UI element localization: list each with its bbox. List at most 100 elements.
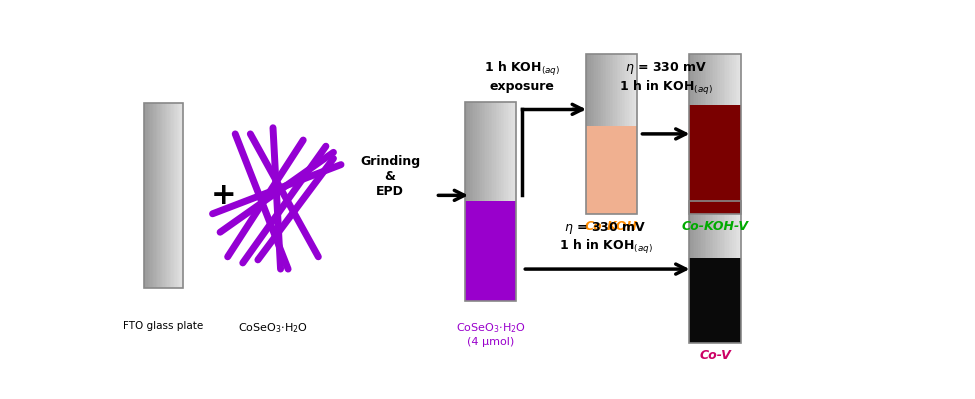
Bar [173, 103, 174, 288]
Bar [705, 201, 707, 343]
Bar [615, 54, 616, 214]
Bar [698, 54, 700, 214]
Bar [721, 54, 722, 214]
Bar [721, 201, 722, 343]
Bar [602, 54, 603, 214]
Bar [162, 103, 164, 288]
Bar [177, 103, 179, 288]
Bar [632, 54, 634, 214]
Bar [465, 102, 517, 301]
Bar [501, 102, 502, 301]
Bar [700, 201, 701, 343]
Text: Co-V: Co-V [699, 349, 731, 362]
Bar [696, 54, 698, 214]
Bar [622, 54, 623, 214]
Bar [608, 54, 609, 214]
Bar [618, 54, 620, 214]
Bar [623, 54, 625, 214]
Bar [593, 54, 595, 214]
Bar [154, 103, 156, 288]
Bar [484, 102, 486, 301]
Bar [689, 105, 741, 214]
Bar [179, 103, 180, 288]
Bar [620, 54, 622, 214]
Bar [165, 103, 166, 288]
Bar [730, 201, 732, 343]
Bar [728, 54, 730, 214]
Bar [591, 54, 593, 214]
Bar [723, 54, 725, 214]
Bar [703, 201, 705, 343]
Bar [715, 201, 717, 343]
Bar [722, 54, 723, 214]
Bar [470, 102, 472, 301]
Bar [717, 54, 719, 214]
Bar [712, 54, 714, 214]
Text: +: + [211, 181, 237, 210]
Bar [705, 54, 707, 214]
Bar [506, 102, 508, 301]
Bar [735, 54, 737, 214]
Bar [150, 103, 152, 288]
Bar [691, 201, 693, 343]
Bar [148, 103, 149, 288]
Bar [710, 54, 712, 214]
Bar [495, 102, 497, 301]
Bar [586, 54, 588, 214]
Bar [153, 103, 154, 288]
Bar [152, 103, 153, 288]
Bar [611, 54, 613, 214]
Text: Grinding
&
EPD: Grinding & EPD [360, 156, 420, 198]
Text: Co-KOH: Co-KOH [585, 220, 638, 233]
Bar [603, 54, 604, 214]
Bar [143, 103, 183, 288]
Bar [725, 54, 727, 214]
Bar [625, 54, 627, 214]
Bar [717, 201, 719, 343]
Bar [168, 103, 169, 288]
Bar [176, 103, 177, 288]
Bar [728, 201, 730, 343]
Text: $\eta$ = 330 mV
1 h in KOH$_{(aq)}$: $\eta$ = 330 mV 1 h in KOH$_{(aq)}$ [559, 220, 652, 256]
Bar [467, 102, 468, 301]
Bar [735, 201, 737, 343]
Text: CoSeO$_3$$\cdot$H$_2$O: CoSeO$_3$$\cdot$H$_2$O [238, 321, 308, 335]
Bar [596, 54, 598, 214]
Bar [693, 54, 694, 214]
Text: FTO glass plate: FTO glass plate [123, 321, 204, 331]
Bar [595, 54, 596, 214]
Bar [511, 102, 513, 301]
Bar [616, 54, 618, 214]
Bar [172, 103, 173, 288]
Bar [164, 103, 165, 288]
Bar [586, 54, 638, 214]
Bar [490, 102, 492, 301]
Bar [707, 54, 708, 214]
Bar [160, 103, 161, 288]
Bar [725, 201, 727, 343]
Bar [588, 54, 589, 214]
Bar [689, 54, 741, 214]
Bar [719, 54, 721, 214]
Bar [609, 54, 611, 214]
Bar [696, 201, 698, 343]
Bar [714, 201, 715, 343]
Text: Co-KOH-V: Co-KOH-V [682, 220, 749, 233]
Bar [149, 103, 150, 288]
Bar [504, 102, 506, 301]
Bar [737, 201, 739, 343]
Bar [170, 103, 172, 288]
Bar [515, 102, 517, 301]
Bar [689, 201, 691, 343]
Bar [693, 201, 694, 343]
Bar [712, 201, 714, 343]
Bar [499, 102, 501, 301]
Bar [488, 102, 490, 301]
Bar [723, 201, 725, 343]
Bar [475, 102, 477, 301]
Bar [606, 54, 608, 214]
Text: $\eta$ = 330 mV
1 h in KOH$_{(aq)}$: $\eta$ = 330 mV 1 h in KOH$_{(aq)}$ [619, 60, 713, 97]
Bar [700, 54, 701, 214]
Bar [477, 102, 479, 301]
Bar [694, 54, 696, 214]
